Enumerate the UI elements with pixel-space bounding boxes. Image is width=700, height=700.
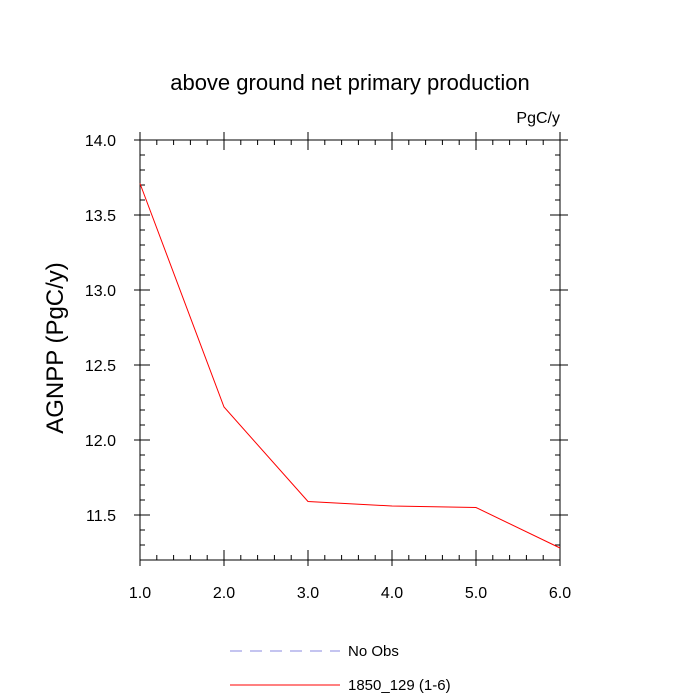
x-tick-label: 5.0 [465,585,487,602]
chart-title: above ground net primary production [170,70,530,95]
y-axis-ticks: 11.5 12.0 12.5 13.0 13.5 14.0 [85,133,568,561]
y-tick-label: 12.5 [85,358,116,375]
legend-item: No Obs [230,643,399,660]
y-axis-label: AGNPP (PgC/y) [42,262,69,434]
legend-label: No Obs [348,643,399,660]
x-axis-ticks: 1.0 2.0 3.0 4.0 5.0 6.0 [129,132,571,602]
y-tick-label: 13.5 [85,208,116,225]
y-tick-label: 14.0 [85,133,116,150]
x-tick-label: 6.0 [549,585,571,602]
legend-label: 1850_129 (1-6) [348,677,451,694]
y-tick-label: 12.0 [85,433,116,450]
x-tick-label: 2.0 [213,585,235,602]
y-tick-label: 13.0 [85,283,116,300]
x-tick-label: 4.0 [381,585,403,602]
x-tick-label: 1.0 [129,585,151,602]
y-tick-label: 11.5 [86,508,116,525]
series-layer [139,183,561,549]
legend: No Obs 1850_129 (1-6) [230,643,451,694]
units-label: PgC/y [516,110,560,127]
legend-item: 1850_129 (1-6) [230,677,451,694]
series-line-1 [139,183,561,549]
x-tick-label: 3.0 [297,585,319,602]
